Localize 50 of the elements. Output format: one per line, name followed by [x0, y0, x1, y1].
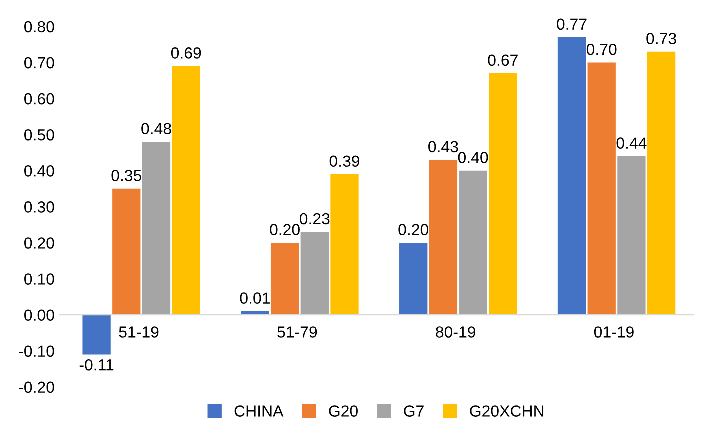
x-tick-label: 51-79	[278, 326, 318, 338]
y-tick-label: 0.30	[24, 202, 54, 213]
data-label: 0.73	[646, 33, 676, 44]
bar	[489, 74, 518, 316]
data-label: 0.20	[398, 224, 429, 236]
data-label: 0.48	[142, 123, 172, 135]
bar	[300, 232, 329, 316]
bar	[400, 242, 428, 316]
legend-label: G20	[329, 406, 358, 417]
legend-label: G7	[404, 406, 424, 417]
bar	[270, 242, 300, 316]
y-tick-label: 0.60	[24, 93, 54, 105]
data-label: 0.39	[330, 156, 360, 167]
x-tick-label: 51-19	[119, 326, 159, 338]
data-label: 0.67	[488, 54, 518, 66]
data-label: 0.69	[171, 48, 202, 59]
y-tick-label: 0.40	[24, 166, 54, 177]
bar	[142, 142, 171, 316]
data-label: 0.20	[270, 224, 300, 236]
legend-label: G20XCHN	[470, 406, 544, 417]
bar	[330, 174, 359, 316]
data-label: 0.35	[112, 170, 142, 182]
y-tick-label: 0.80	[24, 21, 54, 33]
data-label: 0.40	[458, 152, 488, 164]
data-label: -0.11	[80, 359, 114, 371]
bar	[172, 66, 200, 316]
bar	[588, 62, 616, 316]
x-tick-label: 01-19	[594, 326, 634, 338]
data-label: 0.01	[240, 292, 270, 304]
y-tick-label: -0.20	[19, 382, 54, 394]
legend-label: CHINA	[234, 406, 284, 417]
y-tick-label: 0.70	[24, 57, 54, 69]
y-tick-label: 0.20	[24, 238, 54, 249]
bar	[459, 170, 488, 316]
y-tick-label: -0.10	[19, 346, 54, 358]
bar	[647, 52, 676, 316]
data-label: 0.70	[586, 44, 617, 56]
bar	[82, 315, 111, 355]
data-label: 0.23	[300, 213, 330, 225]
y-tick-label: 0.50	[24, 129, 54, 141]
bar	[558, 38, 586, 316]
x-tick-label: 80-19	[436, 326, 476, 338]
data-label: 0.44	[616, 138, 647, 149]
bar	[112, 188, 141, 316]
y-tick-label: 0.10	[24, 274, 54, 285]
bar	[618, 156, 646, 316]
bar	[429, 160, 458, 316]
data-label: 0.77	[557, 18, 587, 30]
data-label: 0.43	[428, 141, 458, 153]
y-tick-label: 0.00	[24, 310, 54, 322]
